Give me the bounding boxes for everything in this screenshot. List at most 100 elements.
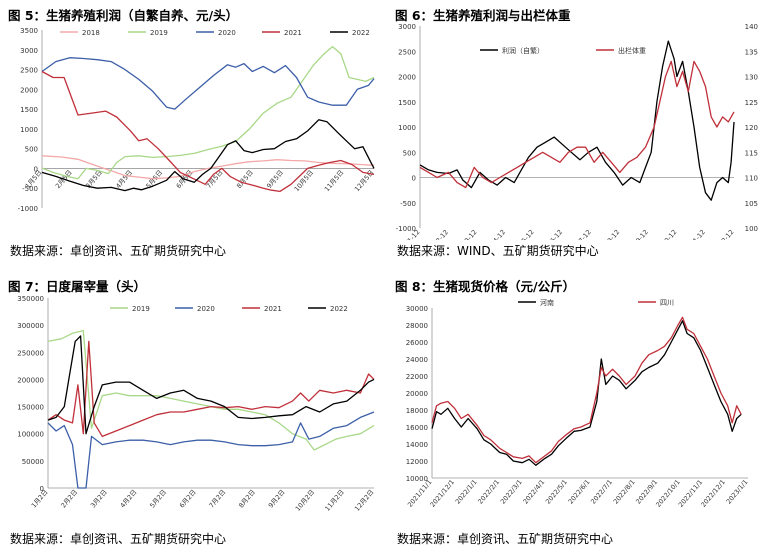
y-tick-label: 250000 bbox=[17, 349, 44, 357]
series-line-利润（自繁） bbox=[419, 40, 735, 201]
y-tick-label: 3000 bbox=[398, 23, 416, 31]
panel-source: 数据来源：卓创资讯、五矿期货研究中心 bbox=[10, 532, 227, 546]
series-line-2020 bbox=[41, 57, 375, 110]
series-line-2022 bbox=[41, 119, 375, 192]
y-tick-label: -1000 bbox=[18, 205, 38, 213]
y-tick-label: 100000 bbox=[17, 431, 44, 439]
x-tick-label: 2022/4/1 bbox=[521, 478, 546, 506]
y-tick-label: 12000 bbox=[406, 458, 428, 466]
x-tick-label: 2018-12 bbox=[598, 228, 622, 240]
x-tick-label: 2022/8/1 bbox=[612, 478, 637, 506]
legend-label: 2021 bbox=[284, 29, 302, 37]
y-tick-label: 1000 bbox=[20, 126, 38, 134]
x-tick-label: 5月2日 bbox=[148, 488, 168, 509]
y2-tick-label: 130 bbox=[745, 74, 758, 82]
x-tick-label: 2022-12 bbox=[712, 228, 736, 240]
chart-fig7: 0 50000 100000 150000 200000 250000 300000 3500… bbox=[17, 295, 375, 513]
y2-tick-label: 115 bbox=[745, 149, 758, 157]
legend-label: 河南 bbox=[540, 298, 554, 307]
series-line-2019 bbox=[47, 329, 375, 451]
x-tick-label: 2011-12 bbox=[398, 228, 422, 240]
x-tick-label: 2022/5/1 bbox=[544, 478, 569, 506]
x-tick-label: 2014-12 bbox=[484, 228, 508, 240]
y-tick-label: 20000 bbox=[406, 390, 428, 398]
series-line-2021 bbox=[41, 70, 375, 193]
legend-label: 2019 bbox=[132, 305, 150, 313]
panel-title: 图 7：日度屠宰量（头） bbox=[8, 279, 147, 294]
panel-title: 图 5：生猪养殖利润（自繁自养、元/头） bbox=[8, 8, 239, 23]
x-tick-label: 2020-12 bbox=[655, 228, 679, 240]
series-line-2018 bbox=[41, 155, 375, 180]
y-tick-label: 0 bbox=[34, 165, 38, 173]
x-tick-label: 2022/7/1 bbox=[589, 478, 614, 506]
y-tick-label: 14000 bbox=[406, 441, 428, 449]
y-tick-label: 150000 bbox=[17, 404, 44, 412]
y2-tick-label: 100 bbox=[745, 225, 758, 233]
y-tick-label: 28000 bbox=[406, 322, 428, 330]
y-tick-label: 1000 bbox=[398, 124, 416, 132]
x-tick-label: 2022/2/1 bbox=[476, 478, 501, 506]
legend-label: 2018 bbox=[82, 29, 100, 37]
x-tick-label: 5月5日 bbox=[144, 169, 164, 190]
x-tick-label: 3月2日 bbox=[89, 488, 109, 509]
x-tick-label: 7月2日 bbox=[208, 488, 228, 509]
panel-source: 数据来源：WIND、五矿期货研究中心 bbox=[397, 244, 599, 258]
x-tick-label: 9月2日 bbox=[267, 488, 287, 509]
x-tick-label: 2016-12 bbox=[541, 228, 565, 240]
legend-label: 2019 bbox=[150, 29, 168, 37]
chart-fig6: -1000 -500 0 500 1000 1500 2000 2500 3000 100 105 1… bbox=[396, 23, 758, 240]
legend-label: 利润（自繁） bbox=[502, 46, 544, 55]
y-tick-label: 22000 bbox=[406, 373, 428, 381]
x-tick-label: 11月2日 bbox=[323, 488, 345, 513]
panel-title: 图 8：生猪现货价格（元/公斤） bbox=[395, 279, 576, 294]
x-tick-label: 9月5日 bbox=[265, 169, 285, 190]
y-tick-label: 2000 bbox=[398, 74, 416, 82]
x-tick-label: 4月2日 bbox=[119, 488, 139, 509]
x-tick-label: 2019-12 bbox=[626, 228, 650, 240]
y-tick-label: 3500 bbox=[20, 27, 38, 35]
x-tick-label: 2022/3/1 bbox=[499, 478, 524, 506]
y-tick-label: 2000 bbox=[20, 86, 38, 94]
x-tick-label: 11月5日 bbox=[323, 169, 345, 194]
y-tick-label: 300000 bbox=[17, 322, 44, 330]
y-tick-label: 0 bbox=[412, 175, 416, 183]
y2-tick-label: 125 bbox=[745, 99, 758, 107]
y-tick-label: 350000 bbox=[17, 295, 44, 303]
series-line-四川 bbox=[431, 316, 742, 464]
x-tick-label: 2022/6/1 bbox=[567, 478, 592, 506]
y-tick-label: 50000 bbox=[22, 458, 44, 466]
y-tick-label: 2500 bbox=[398, 48, 416, 56]
legend-label: 2022 bbox=[352, 29, 370, 37]
x-tick-label: 2021-12 bbox=[683, 228, 707, 240]
x-tick-label: 7月5日 bbox=[205, 169, 225, 190]
series-line-2021 bbox=[47, 340, 375, 438]
x-tick-label: 2013-12 bbox=[455, 228, 479, 240]
y-tick-label: 24000 bbox=[406, 356, 428, 364]
series-line-2019 bbox=[41, 45, 375, 180]
y-tick-label: 10000 bbox=[406, 475, 428, 483]
y-tick-label: 16000 bbox=[406, 424, 428, 432]
y-tick-label: 0 bbox=[40, 485, 44, 493]
panel-source: 数据来源：卓创资讯、五矿期货研究中心 bbox=[10, 244, 227, 258]
legend-label: 2022 bbox=[330, 305, 348, 313]
x-tick-label: 2022/1/1 bbox=[454, 478, 479, 506]
y-tick-label: 200000 bbox=[17, 376, 44, 384]
series-line-2020 bbox=[47, 411, 375, 489]
legend-label: 2020 bbox=[197, 305, 215, 313]
y-tick-label: 500 bbox=[25, 146, 38, 154]
x-tick-label: 12月2日 bbox=[353, 488, 375, 513]
series-line-出栏体重 bbox=[419, 60, 735, 189]
series-line-2022 bbox=[47, 335, 375, 435]
y-tick-label: 1500 bbox=[398, 99, 416, 107]
chart-fig5: -1000-50005001000150020002500300035001月5… bbox=[18, 27, 376, 213]
x-tick-label: 1月2日 bbox=[30, 488, 50, 509]
x-tick-label: 2月2日 bbox=[59, 488, 79, 509]
x-tick-label: 2015-12 bbox=[512, 228, 536, 240]
y-tick-label: 3000 bbox=[20, 47, 38, 55]
y-tick-label: -1000 bbox=[396, 225, 416, 233]
legend-label: 2021 bbox=[264, 305, 282, 313]
y-tick-label: 18000 bbox=[406, 407, 428, 415]
x-tick-label: 2023/1/1 bbox=[725, 478, 750, 506]
y2-tick-label: 140 bbox=[745, 23, 758, 31]
panel-source: 数据来源：卓创资讯、五矿期货研究中心 bbox=[397, 532, 614, 546]
